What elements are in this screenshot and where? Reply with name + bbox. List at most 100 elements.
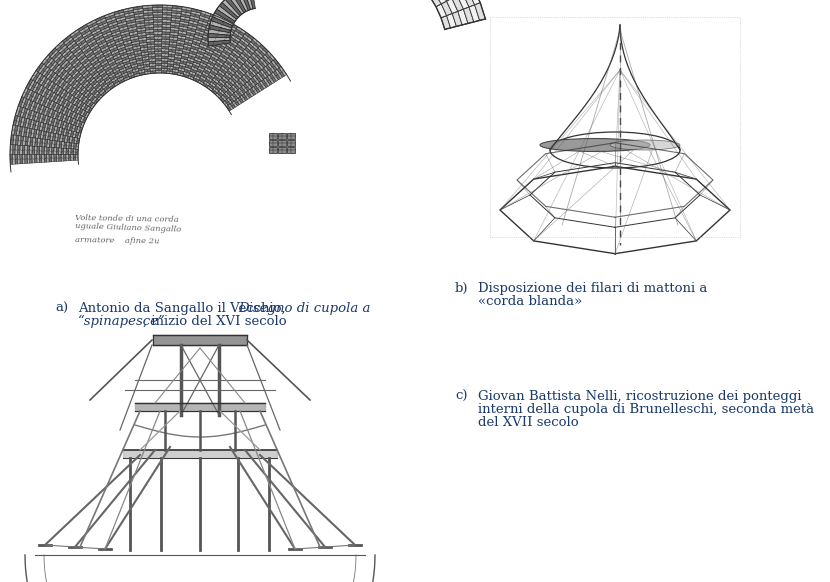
Polygon shape [148,51,155,54]
Polygon shape [178,33,186,37]
Polygon shape [97,20,107,26]
Polygon shape [210,14,220,20]
Polygon shape [54,141,57,148]
Polygon shape [113,54,120,59]
Polygon shape [237,80,243,87]
Polygon shape [43,115,48,124]
Polygon shape [51,126,55,133]
Polygon shape [219,39,227,45]
Polygon shape [100,58,107,64]
Polygon shape [119,79,124,84]
Polygon shape [232,75,238,81]
Polygon shape [57,68,65,76]
Polygon shape [245,61,252,68]
Polygon shape [76,144,79,150]
Polygon shape [246,72,252,79]
Polygon shape [208,19,218,24]
Polygon shape [34,112,39,121]
Polygon shape [66,76,74,84]
Polygon shape [169,40,177,42]
Polygon shape [118,24,127,29]
Polygon shape [263,55,271,63]
Polygon shape [125,17,135,22]
Polygon shape [147,44,154,47]
Polygon shape [72,98,78,105]
Polygon shape [104,34,112,40]
Polygon shape [71,47,81,54]
Polygon shape [178,36,186,39]
Polygon shape [93,62,100,68]
Polygon shape [42,55,50,64]
Polygon shape [435,0,447,4]
Polygon shape [73,143,76,149]
Polygon shape [105,15,115,20]
Polygon shape [59,70,66,77]
Polygon shape [155,54,162,56]
Polygon shape [270,62,277,71]
Polygon shape [16,126,20,136]
Polygon shape [50,49,58,58]
Polygon shape [65,52,73,60]
Polygon shape [69,43,77,51]
Polygon shape [31,129,34,138]
Polygon shape [99,70,106,76]
Polygon shape [212,36,220,41]
Polygon shape [81,29,90,36]
Polygon shape [120,31,129,36]
Polygon shape [108,59,115,65]
Polygon shape [210,21,232,30]
Polygon shape [229,54,237,61]
Polygon shape [42,147,44,155]
Polygon shape [236,44,245,51]
Polygon shape [132,43,140,47]
Polygon shape [208,61,215,66]
Polygon shape [156,68,161,70]
Polygon shape [49,147,51,155]
Polygon shape [252,38,261,46]
Polygon shape [189,71,196,76]
Polygon shape [103,51,111,56]
Polygon shape [53,65,61,73]
Polygon shape [49,155,51,162]
Polygon shape [149,63,155,66]
Polygon shape [44,147,46,155]
Polygon shape [260,44,268,53]
Polygon shape [469,5,480,22]
Polygon shape [81,69,87,76]
Polygon shape [174,57,181,61]
Polygon shape [162,47,168,49]
Polygon shape [199,62,207,67]
Polygon shape [203,69,210,74]
Polygon shape [47,132,51,140]
Polygon shape [236,0,248,12]
Polygon shape [154,24,162,27]
Polygon shape [50,133,53,140]
Polygon shape [15,136,18,145]
Polygon shape [183,47,191,51]
Polygon shape [243,62,251,70]
Polygon shape [58,98,64,105]
Polygon shape [82,97,88,104]
Polygon shape [62,122,66,129]
Polygon shape [230,37,239,44]
Polygon shape [29,111,34,120]
Polygon shape [162,12,172,15]
Polygon shape [68,155,71,161]
Polygon shape [236,98,242,105]
Text: uguale Giuliano Sangallo: uguale Giuliano Sangallo [75,222,181,234]
Polygon shape [264,66,271,75]
Polygon shape [107,57,115,62]
Polygon shape [32,120,37,129]
Polygon shape [183,74,188,78]
Polygon shape [232,35,241,42]
Polygon shape [65,101,71,108]
Polygon shape [80,26,89,33]
Polygon shape [121,33,129,38]
Polygon shape [48,109,53,117]
Polygon shape [219,97,225,102]
Polygon shape [12,155,15,164]
Polygon shape [61,155,64,161]
Polygon shape [44,56,51,66]
Polygon shape [56,43,66,51]
Polygon shape [146,34,154,37]
